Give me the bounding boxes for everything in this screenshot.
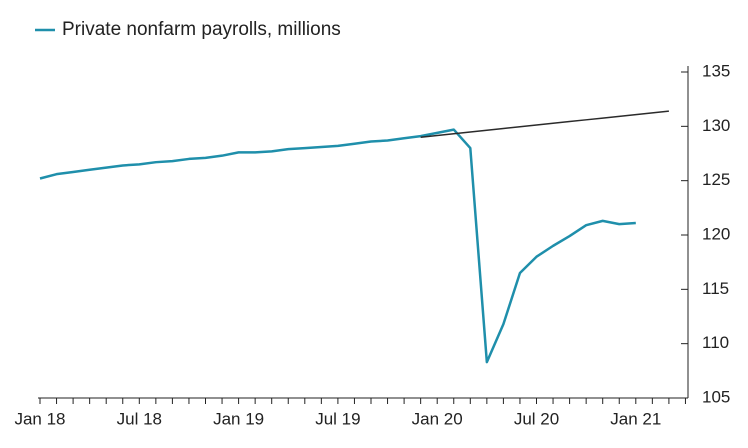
x-tick-label: Jan 21: [610, 409, 661, 428]
y-tick-label: 135: [702, 61, 730, 80]
x-tick-label: Jul 19: [315, 409, 360, 428]
legend-label: Private nonfarm payrolls, millions: [62, 19, 341, 40]
y-tick-label: 120: [702, 224, 730, 243]
x-tick-label: Jul 18: [117, 409, 162, 428]
y-tick-label: 110: [702, 333, 729, 352]
y-tick-label: 105: [702, 387, 730, 406]
x-tick-label: Jan 19: [213, 409, 264, 428]
trend-line: [420, 110, 669, 138]
data-line: [39, 128, 636, 364]
x-tick-label: Jan 18: [14, 409, 65, 428]
y-tick-label: 115: [702, 279, 729, 298]
x-tick-label: Jan 20: [412, 409, 463, 428]
y-tick-label: 125: [702, 170, 730, 189]
x-tick-label: Jul 20: [514, 409, 559, 428]
y-tick-label: 130: [702, 116, 730, 135]
